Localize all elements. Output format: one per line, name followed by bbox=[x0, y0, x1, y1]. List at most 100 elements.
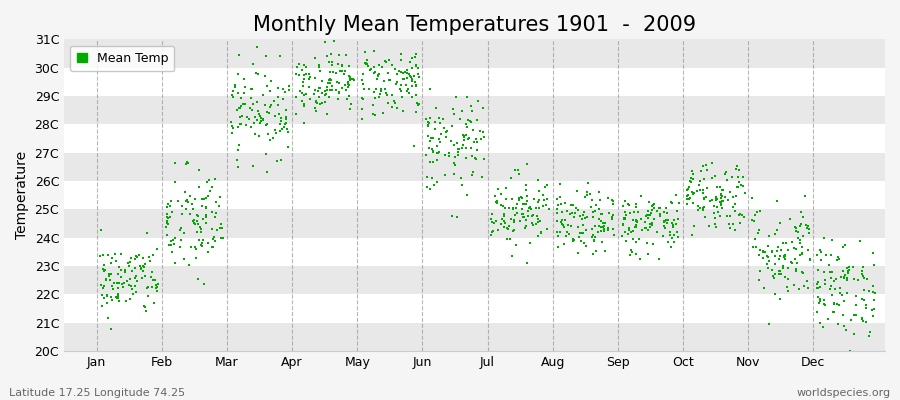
Point bbox=[367, 64, 382, 70]
Point bbox=[665, 200, 680, 206]
Point bbox=[732, 166, 746, 173]
Point bbox=[430, 142, 445, 149]
Point bbox=[363, 67, 377, 73]
Point bbox=[202, 177, 217, 183]
Point bbox=[661, 217, 675, 224]
Point bbox=[640, 212, 654, 219]
Point bbox=[113, 267, 128, 273]
Point bbox=[195, 240, 210, 246]
Point bbox=[205, 236, 220, 243]
Point bbox=[592, 196, 607, 203]
Point bbox=[100, 300, 114, 306]
Point bbox=[319, 91, 333, 97]
Point bbox=[234, 120, 248, 127]
Point bbox=[177, 189, 192, 196]
Point bbox=[693, 178, 707, 184]
Point bbox=[540, 196, 554, 202]
Point bbox=[306, 91, 320, 97]
Point bbox=[322, 77, 337, 83]
Point bbox=[167, 235, 182, 242]
Point bbox=[521, 213, 535, 219]
Point bbox=[233, 104, 248, 111]
Point bbox=[126, 291, 140, 298]
Point bbox=[251, 71, 266, 78]
Point bbox=[791, 286, 806, 292]
Point bbox=[308, 87, 322, 93]
Point bbox=[622, 202, 636, 208]
Point bbox=[256, 116, 270, 123]
Point bbox=[160, 201, 175, 207]
Point bbox=[773, 253, 788, 259]
Point bbox=[297, 103, 311, 109]
Point bbox=[254, 117, 268, 124]
Point bbox=[510, 210, 525, 216]
Point bbox=[832, 302, 846, 308]
Point bbox=[859, 305, 873, 312]
Point bbox=[596, 220, 610, 226]
Bar bbox=[64, 238, 885, 266]
Point bbox=[761, 321, 776, 327]
Point bbox=[231, 147, 246, 154]
Point bbox=[652, 255, 667, 262]
Point bbox=[557, 241, 572, 247]
Point bbox=[460, 192, 474, 198]
Point bbox=[861, 288, 876, 294]
Point bbox=[356, 95, 370, 101]
Point bbox=[838, 242, 852, 248]
Point bbox=[853, 238, 868, 244]
Point bbox=[329, 87, 344, 94]
Point bbox=[431, 150, 446, 156]
Point bbox=[455, 142, 470, 148]
Point bbox=[257, 102, 272, 109]
Point bbox=[343, 74, 357, 80]
Point bbox=[173, 226, 187, 233]
Point bbox=[659, 205, 673, 212]
Point bbox=[748, 212, 762, 218]
Point bbox=[760, 253, 775, 260]
Point bbox=[519, 161, 534, 167]
Point bbox=[130, 254, 145, 260]
Point bbox=[500, 236, 514, 242]
Point bbox=[322, 87, 337, 93]
Point bbox=[653, 204, 668, 211]
Point bbox=[122, 295, 137, 302]
Point bbox=[519, 187, 534, 194]
Point bbox=[475, 105, 490, 111]
Point bbox=[781, 276, 796, 282]
Point bbox=[700, 166, 715, 173]
Point bbox=[508, 212, 522, 218]
Point bbox=[175, 202, 189, 209]
Point bbox=[529, 213, 544, 220]
Point bbox=[248, 131, 262, 138]
Point bbox=[196, 280, 211, 287]
Point bbox=[137, 264, 151, 270]
Point bbox=[162, 242, 176, 248]
Point bbox=[247, 119, 261, 126]
Point bbox=[828, 286, 842, 292]
Point bbox=[697, 194, 711, 201]
Point bbox=[290, 64, 304, 70]
Point bbox=[824, 274, 838, 281]
Point bbox=[715, 204, 729, 211]
Point bbox=[111, 295, 125, 301]
Point bbox=[237, 75, 251, 82]
Point bbox=[617, 216, 632, 223]
Point bbox=[777, 254, 791, 260]
Point bbox=[118, 267, 132, 274]
Point bbox=[340, 84, 355, 90]
Point bbox=[850, 277, 865, 284]
Point bbox=[585, 232, 599, 238]
Y-axis label: Temperature: Temperature bbox=[15, 151, 29, 239]
Point bbox=[330, 96, 345, 102]
Point bbox=[130, 278, 144, 284]
Point bbox=[411, 65, 426, 72]
Point bbox=[165, 209, 179, 215]
Title: Monthly Mean Temperatures 1901  -  2009: Monthly Mean Temperatures 1901 - 2009 bbox=[253, 15, 696, 35]
Point bbox=[429, 179, 444, 186]
Point bbox=[493, 221, 508, 227]
Point bbox=[179, 206, 194, 212]
Point bbox=[532, 205, 546, 212]
Point bbox=[857, 287, 871, 294]
Point bbox=[308, 55, 322, 62]
Point bbox=[401, 90, 416, 96]
